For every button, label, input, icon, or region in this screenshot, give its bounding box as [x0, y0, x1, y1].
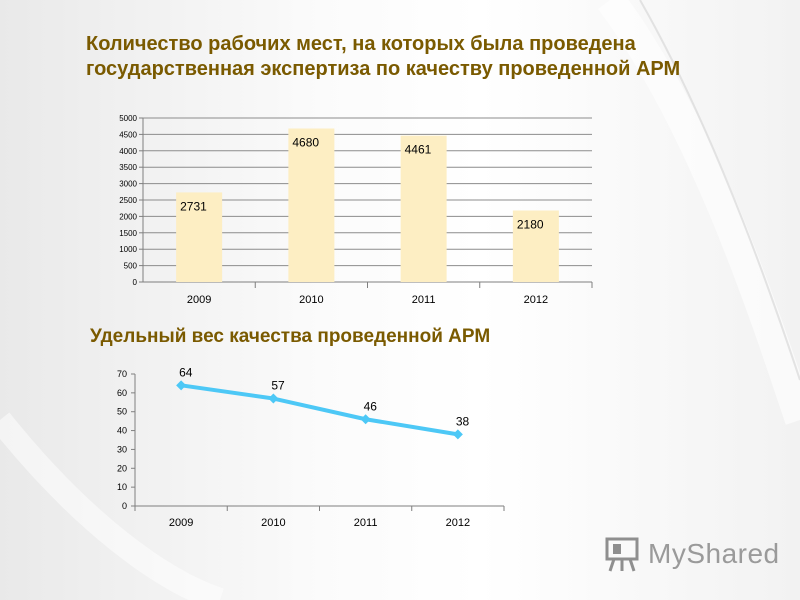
- y-tick-label: 4000: [119, 147, 137, 156]
- data-point: [268, 393, 279, 404]
- bar: [176, 192, 223, 282]
- y-tick-label: 0: [133, 278, 138, 287]
- y-tick-label: 40: [117, 426, 127, 436]
- presentation-board-icon: [605, 537, 639, 572]
- data-label: 57: [271, 379, 285, 393]
- y-tick-label: 20: [117, 463, 127, 473]
- line-chart-title: Удельный вес качества проведенной АРМ: [90, 326, 491, 347]
- logo: MyShared: [604, 536, 780, 572]
- bar-chart: 0 500 1000 1500 2000 2500 3000 3500 4000 4500 5000…: [119, 114, 593, 306]
- x-tick-label: 2010: [261, 517, 285, 529]
- y-tick-label: 10: [117, 482, 127, 492]
- y-tick-label: 4500: [119, 130, 137, 139]
- data-point: [360, 414, 371, 425]
- logo-text: MyShared: [648, 538, 780, 569]
- y-tick-label: 70: [117, 369, 127, 379]
- x-tick-label: 2011: [412, 294, 436, 306]
- x-tick-label: 2010: [299, 294, 323, 306]
- x-tick-label: 2012: [446, 517, 470, 529]
- y-tick-label: 30: [117, 444, 127, 454]
- y-tick-label: 2000: [119, 212, 137, 221]
- line-chart: 0 10 20 30 40 50 60 70 64 2009 57 2010 46 2011 38 2012: [117, 365, 505, 529]
- data-label: 2731: [180, 199, 207, 213]
- bar: [288, 128, 335, 282]
- y-tick-label: 50: [117, 407, 127, 417]
- bar: [400, 135, 447, 282]
- data-point: [452, 429, 463, 440]
- x-tick-label: 2009: [169, 517, 193, 529]
- y-tick-label: 3000: [119, 180, 137, 189]
- x-tick-label: 2011: [354, 517, 378, 529]
- data-point: [176, 380, 187, 391]
- bar: [512, 210, 559, 282]
- y-tick-label: 60: [117, 388, 127, 398]
- series-line: [180, 383, 459, 437]
- y-tick-label: 3500: [119, 163, 137, 172]
- x-tick-label: 2009: [187, 294, 211, 306]
- data-label: 2180: [517, 217, 544, 231]
- data-label: 46: [364, 399, 378, 413]
- y-tick-label: 2500: [119, 196, 137, 205]
- data-label: 4680: [292, 135, 319, 149]
- y-tick-label: 0: [122, 501, 127, 511]
- y-tick-label: 5000: [119, 114, 137, 123]
- y-tick-label: 500: [124, 262, 138, 271]
- data-label: 4461: [405, 143, 432, 157]
- data-label: 38: [456, 414, 470, 428]
- data-label: 64: [179, 365, 193, 379]
- y-tick-label: 1000: [119, 245, 137, 254]
- slide-title: Количество рабочих мест, на которых была…: [86, 33, 681, 80]
- x-tick-label: 2012: [524, 294, 548, 306]
- y-tick-label: 1500: [119, 229, 137, 238]
